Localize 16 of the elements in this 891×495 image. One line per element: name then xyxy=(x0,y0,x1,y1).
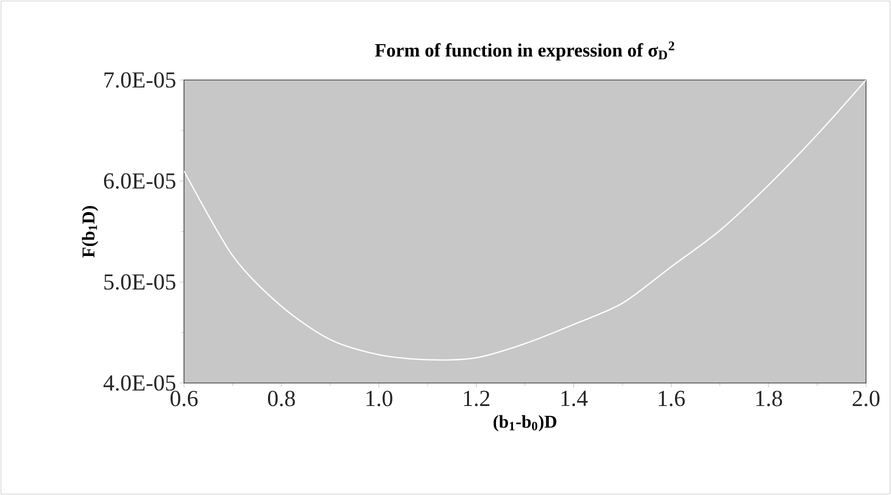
y-tick-label: 6.0E-05 xyxy=(104,173,176,189)
line-series xyxy=(184,80,866,361)
x-tick-label: 1.6 xyxy=(658,390,685,406)
x-tick-label: 1.0 xyxy=(366,390,392,406)
x-tick-label: 1.2 xyxy=(464,390,490,406)
chart-title: Form of function in expression of σ$_{D}$2 xyxy=(375,41,674,61)
x-tick-label: 0.8 xyxy=(268,390,295,406)
x-tick-label: 0.6 xyxy=(170,390,198,406)
x-axis-title: (b$_{1}$-b$_{0}$)D xyxy=(494,415,556,432)
x-tick-label: 1.4 xyxy=(561,390,588,406)
x-tick-label: 1.8 xyxy=(756,390,782,406)
y-axis-title: F(b$_{1}$D) xyxy=(82,206,98,258)
y-tick-label: 5.0E-05 xyxy=(104,274,176,290)
y-tick-label: 4.0E-05 xyxy=(103,375,176,391)
x-tick-label: 2.0 xyxy=(852,390,880,406)
y-tick-label: 7.0E-05 xyxy=(104,72,176,88)
